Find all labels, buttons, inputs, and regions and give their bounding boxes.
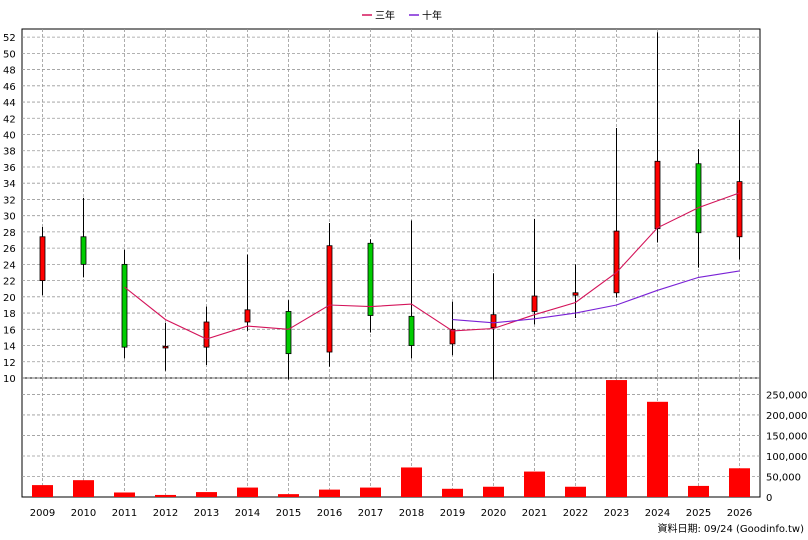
x-tick-label: 2026 [727, 508, 752, 519]
volume-bar [442, 488, 463, 497]
volume-bars [32, 380, 750, 497]
volume-tick-label: 250,000 [766, 390, 807, 401]
candle-body [121, 263, 128, 348]
candle-body [449, 328, 456, 345]
candle-body [80, 236, 87, 265]
x-tick-label: 2018 [399, 508, 424, 519]
volume-bar [155, 494, 176, 497]
volume-bar [278, 494, 299, 497]
price-tick-label: 30 [3, 212, 16, 223]
price-tick-label: 14 [3, 342, 16, 353]
x-tick-label: 2013 [194, 508, 219, 519]
ten-year-line [452, 270, 740, 324]
candle-body [531, 295, 538, 312]
x-tick-label: 2021 [522, 508, 547, 519]
price-tick-label: 38 [3, 147, 16, 158]
volume-bar [483, 486, 504, 497]
price-tick-label: 44 [3, 98, 16, 109]
volume-bar [606, 380, 627, 497]
volume-panel-frame [21, 377, 761, 498]
volume-bar [114, 492, 135, 497]
volume-axis: 0 50,000 100,000 150,000 200,000 250,000 [766, 390, 807, 504]
x-tick-label: 2022 [563, 508, 588, 519]
candle-body [490, 314, 497, 329]
price-grid [22, 29, 760, 379]
candle-body [572, 292, 579, 296]
x-tick-label: 2016 [317, 508, 342, 519]
price-panel-frame [21, 28, 761, 379]
candle-body [162, 345, 169, 349]
price-tick-label: 12 [3, 358, 16, 369]
x-tick-label: 2015 [276, 508, 301, 519]
price-tick-label: 32 [3, 195, 16, 206]
volume-tick-label: 200,000 [766, 411, 807, 422]
legend-ten-year-label: 十年 [422, 9, 442, 22]
volume-tick-label: 50,000 [766, 472, 801, 483]
volume-bar [237, 487, 258, 497]
volume-bar [32, 485, 53, 497]
price-tick-label: 40 [3, 131, 16, 142]
price-tick-label: 26 [3, 244, 16, 255]
x-tick-label: 2017 [358, 508, 383, 519]
x-tick-label: 2011 [112, 508, 137, 519]
price-tick-label: 46 [3, 82, 16, 93]
legend: 三年 十年 [362, 9, 442, 22]
x-axis: 2009 2010 2011 2012 2013 2014 2015 2016 2017 2018… [30, 508, 752, 519]
x-tick-label: 2014 [235, 508, 260, 519]
volume-bar [565, 486, 586, 497]
x-tick-label: 2012 [153, 508, 178, 519]
price-tick-label: 52 [3, 33, 16, 44]
candle-body [244, 309, 251, 323]
candle-body [326, 245, 333, 353]
volume-tick-label: 100,000 [766, 452, 807, 463]
price-tick-label: 42 [3, 114, 16, 125]
candlesticks [39, 32, 743, 380]
x-tick-label: 2020 [481, 508, 506, 519]
volume-bar [319, 489, 340, 497]
legend-three-year-label: 三年 [375, 9, 395, 22]
candle-body [654, 160, 661, 230]
volume-bar [688, 485, 709, 497]
candle-body [736, 181, 743, 238]
volume-bar [401, 467, 422, 497]
price-tick-label: 36 [3, 163, 16, 174]
candle-body [408, 315, 415, 346]
price-tick-label: 50 [3, 49, 16, 60]
candle-body [39, 236, 46, 282]
source-note: 資料日期: 09/24 (Goodinfo.tw) [657, 522, 804, 535]
price-axis: 10 12 14 16 18 20 22 24 26 28 30 32 34 36 38 40 42 44 46 48… [3, 33, 16, 385]
candle-body [695, 163, 702, 234]
three-year-line [124, 192, 740, 340]
price-tick-label: 24 [3, 260, 16, 271]
volume-grid [22, 378, 760, 497]
volume-tick-label: 0 [766, 493, 772, 504]
volume-bar [729, 468, 750, 497]
price-tick-label: 16 [3, 325, 16, 336]
candle-body [285, 311, 292, 355]
x-tick-label: 2025 [686, 508, 711, 519]
candle-body [203, 321, 210, 348]
volume-bar [196, 492, 217, 497]
moving-average-lines [124, 192, 740, 340]
price-tick-label: 28 [3, 228, 16, 239]
price-tick-label: 18 [3, 309, 16, 320]
price-tick-label: 48 [3, 66, 16, 77]
x-tick-label: 2019 [440, 508, 465, 519]
candle-body [367, 242, 374, 316]
price-tick-label: 10 [3, 374, 16, 385]
volume-bar [647, 401, 668, 497]
volume-bar [524, 471, 545, 497]
x-tick-label: 2010 [71, 508, 96, 519]
volume-bar [73, 480, 94, 497]
price-tick-label: 22 [3, 277, 16, 288]
price-tick-label: 20 [3, 293, 16, 304]
x-tick-label: 2009 [30, 508, 55, 519]
x-tick-label: 2024 [645, 508, 670, 519]
x-tick-label: 2023 [604, 508, 629, 519]
candle-body [613, 230, 620, 294]
volume-bar [360, 487, 381, 497]
volume-tick-label: 150,000 [766, 431, 807, 442]
price-tick-label: 34 [3, 179, 16, 190]
